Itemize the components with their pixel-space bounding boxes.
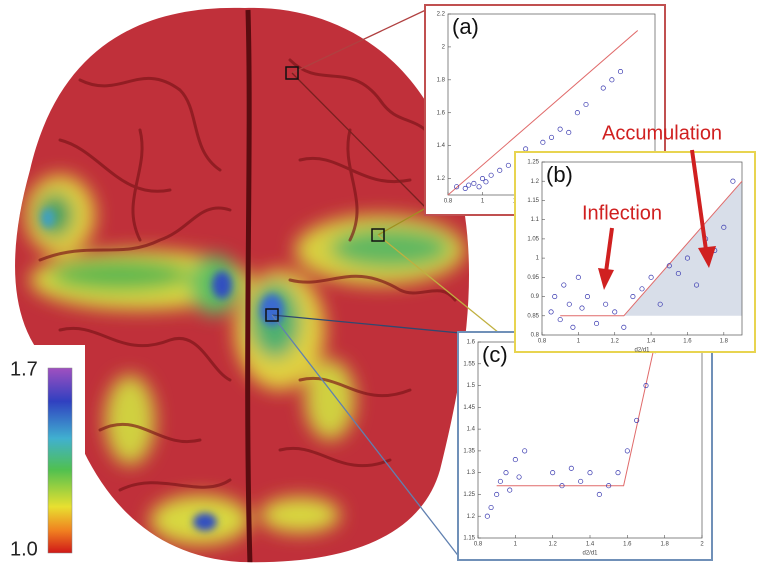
x-tick-label: 1.6 [623, 542, 632, 548]
y-tick-label: 1.6 [437, 110, 446, 116]
y-tick-label: 1.25 [527, 160, 539, 166]
y-tick-label: 1.1 [531, 217, 540, 223]
colorbar: 1.7 1.0 [10, 345, 85, 565]
y-tick-label: 1.55 [463, 361, 475, 367]
y-tick-label: 1.15 [463, 536, 475, 542]
y-tick-label: 2.2 [437, 12, 446, 18]
panels: 0.811.21.41.61.821.21.41.61.822.2d2/d1(a… [425, 5, 755, 560]
y-tick-label: 1.2 [531, 179, 540, 185]
y-tick-label: 1.2 [437, 176, 446, 182]
x-tick-label: 1.4 [647, 339, 656, 345]
y-tick-label: 1.25 [463, 492, 475, 498]
x-tick-label: 0.8 [474, 542, 483, 548]
panel-label: (a) [452, 14, 479, 39]
y-tick-label: 1.45 [463, 405, 475, 411]
y-tick-label: 0.8 [531, 333, 540, 339]
y-tick-label: 1.8 [437, 77, 446, 83]
x-tick-label: 1.2 [611, 339, 620, 345]
x-tick-label: 1.8 [720, 339, 729, 345]
annotation: Inflection [582, 202, 662, 224]
y-tick-label: 1.3 [467, 470, 476, 476]
y-tick-label: 0.95 [527, 275, 539, 281]
x-tick-label: 0.8 [444, 199, 453, 205]
y-tick-label: 1.5 [467, 383, 476, 389]
x-tick-label: 1.8 [660, 542, 669, 548]
y-tick-label: 1.15 [527, 198, 539, 204]
y-tick-label: 1.6 [467, 340, 476, 346]
y-tick-label: 1.4 [467, 427, 476, 433]
x-tick-label: 1.2 [548, 542, 557, 548]
x-tick-label: 0.8 [538, 339, 547, 345]
y-tick-label: 1.4 [437, 143, 446, 149]
y-tick-label: 0.85 [527, 313, 539, 319]
panel-label: (b) [546, 162, 573, 187]
y-tick-label: 1.2 [467, 514, 476, 520]
panel-label: (c) [482, 342, 508, 367]
annotation: Accumulation [602, 122, 722, 144]
y-tick-label: 0.9 [531, 294, 540, 300]
colorbar-max-label: 1.7 [10, 358, 38, 380]
scatter-panel: 0.811.21.41.61.80.80.850.90.9511.051.11.… [515, 152, 755, 354]
y-tick-label: 1.35 [463, 448, 475, 454]
x-axis-label: d2/d1 [582, 551, 598, 557]
colorbar-min-label: 1.0 [10, 538, 38, 560]
x-tick-label: 1.4 [586, 542, 595, 548]
figure: 1.7 1.0 0.811.21.41.61.821.21.41.61.822.… [0, 0, 758, 570]
x-tick-label: 1.6 [683, 339, 692, 345]
y-tick-label: 1.05 [527, 236, 539, 242]
x-axis-label: d2/d1 [634, 348, 650, 354]
